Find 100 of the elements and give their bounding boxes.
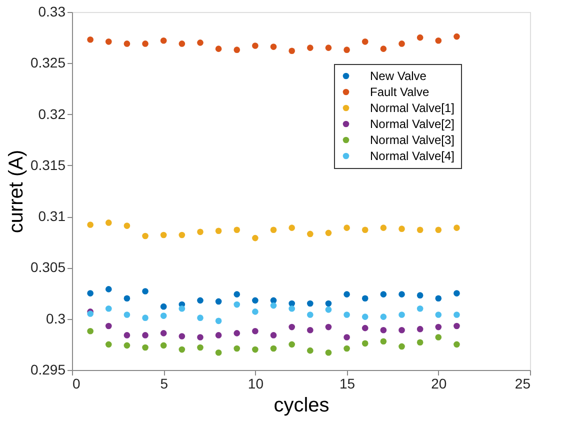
point: [160, 37, 167, 44]
point: [325, 324, 332, 330]
point: [344, 345, 350, 352]
point: [234, 291, 240, 298]
point: [160, 303, 167, 310]
point: [325, 44, 332, 51]
point: [197, 297, 204, 304]
point: [288, 341, 295, 348]
point: [454, 341, 460, 348]
point: [288, 324, 295, 330]
point: [160, 232, 167, 238]
legend-label: Normal Valve[1]: [370, 101, 454, 115]
legend-label: Normal Valve[2]: [370, 117, 454, 131]
legend-label: Normal Valve[4]: [370, 149, 454, 163]
y-tick-label: 0.33: [38, 4, 66, 20]
point: [288, 305, 295, 312]
point: [215, 349, 222, 356]
point: [380, 314, 387, 320]
point: [416, 34, 424, 41]
point: [197, 228, 204, 236]
point: [435, 295, 442, 302]
point: [416, 305, 424, 312]
legend-label: New Valve: [370, 69, 427, 83]
x-tick-label: 25: [514, 376, 531, 392]
x-tick-label: 10: [248, 376, 264, 392]
y-tick-label: 0.325: [30, 54, 66, 71]
point: [252, 297, 258, 304]
point: [215, 318, 222, 324]
point: [344, 312, 350, 318]
point: [142, 40, 148, 47]
point: [307, 230, 314, 238]
y-tick-label: 0.3: [46, 310, 66, 326]
point: [307, 347, 314, 354]
point: [288, 48, 295, 54]
point: [307, 326, 314, 334]
point: [142, 288, 148, 294]
point: [178, 333, 186, 340]
y-tick-label: 0.31: [38, 208, 66, 224]
legend-label: Fault Valve: [370, 85, 430, 99]
point: [398, 312, 405, 318]
x-tick-label: 0: [72, 376, 80, 392]
point: [344, 46, 350, 53]
point: [398, 226, 405, 232]
point: [398, 40, 405, 47]
point: [197, 334, 204, 340]
point: [325, 306, 332, 313]
point: [178, 40, 186, 47]
point: [398, 326, 405, 334]
point: [160, 342, 167, 349]
x-tick-label: 20: [431, 376, 447, 392]
point: [398, 343, 405, 350]
point: [160, 312, 167, 319]
point: [416, 339, 424, 346]
point: [234, 46, 240, 53]
y-tick-label: 0.305: [30, 259, 66, 276]
point: [105, 322, 112, 330]
point: [362, 295, 368, 302]
point: [215, 228, 222, 234]
point: [307, 300, 314, 307]
point: [380, 224, 387, 231]
point: [362, 340, 368, 347]
point: [252, 308, 258, 315]
y-tick-label: 0.32: [38, 106, 66, 122]
point: [87, 328, 94, 334]
point: [87, 222, 94, 228]
point: [435, 37, 442, 44]
point: [362, 38, 368, 45]
point: [234, 226, 240, 234]
point: [307, 44, 314, 51]
point: [270, 332, 277, 338]
point: [380, 291, 387, 298]
point: [215, 298, 222, 305]
point: [362, 226, 368, 234]
point: [362, 324, 368, 332]
point: [124, 312, 130, 318]
point: [325, 300, 332, 307]
point: [416, 226, 424, 234]
point: [197, 40, 204, 46]
point: [454, 290, 460, 296]
point: [344, 291, 350, 298]
point: [142, 232, 148, 240]
point: [252, 328, 258, 334]
point: [380, 326, 387, 334]
point: [234, 345, 240, 352]
point: [87, 36, 94, 43]
point: [124, 332, 130, 338]
point: [178, 232, 186, 238]
x-axis-title: cycles: [274, 394, 330, 416]
y-axis-title: curret (A): [5, 150, 28, 234]
point: [124, 222, 130, 229]
point: [454, 33, 460, 40]
point: [215, 46, 222, 52]
point: [87, 290, 94, 296]
point: [270, 226, 277, 234]
x-tick-label: 5: [160, 376, 168, 392]
point: [416, 326, 424, 332]
legend-label: Normal Valve[3]: [370, 133, 454, 147]
point: [197, 344, 204, 351]
point: [124, 342, 130, 349]
point: [398, 291, 405, 298]
